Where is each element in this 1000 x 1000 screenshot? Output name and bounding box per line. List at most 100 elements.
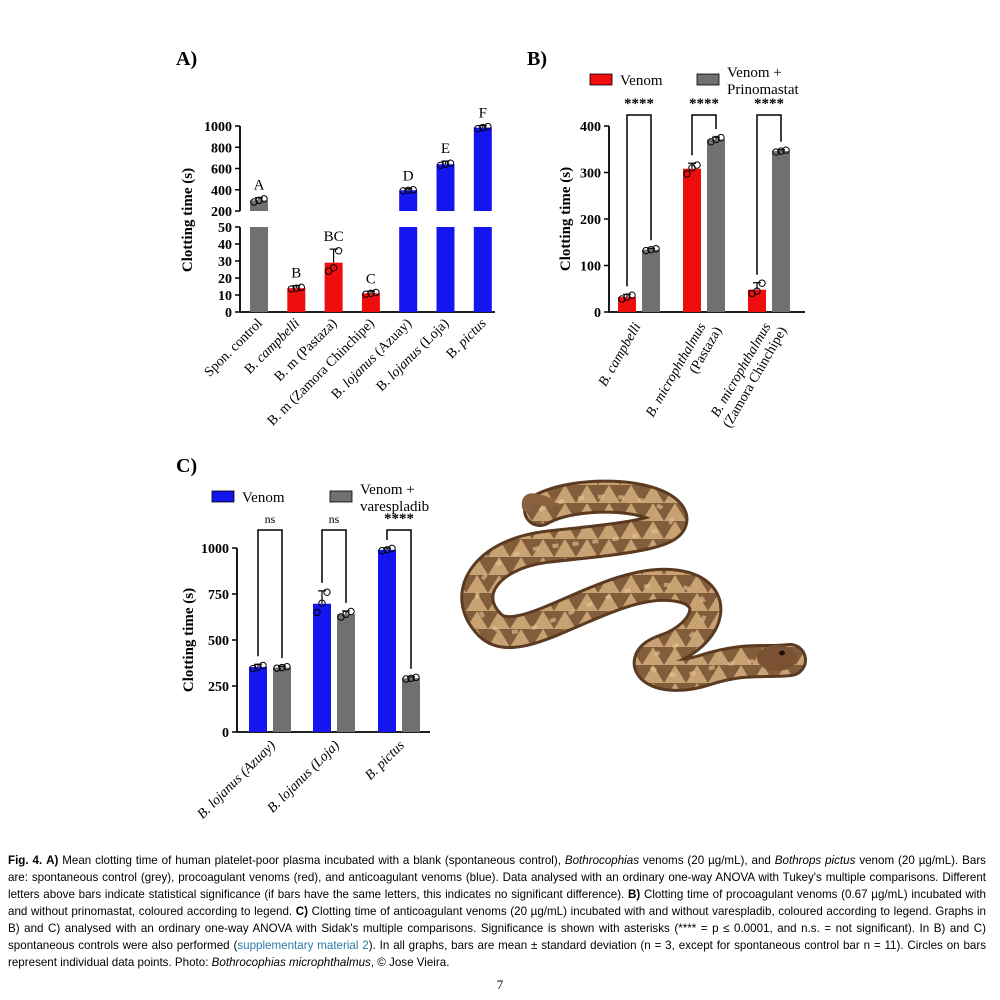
y-tick-label: 10 — [218, 289, 232, 304]
y-tick-label: 600 — [211, 163, 232, 178]
legend-label-inhibitor: varespladib — [360, 499, 429, 515]
data-point — [287, 285, 295, 293]
y-tick-label: 400 — [580, 120, 601, 135]
significance-bracket — [756, 114, 782, 275]
bar-blue — [249, 667, 267, 732]
figure-caption: Fig. 4. A) Mean clotting time of human p… — [8, 852, 986, 971]
bar-red — [618, 297, 636, 312]
x-tick-label: B. lojanus (Azuay) — [195, 738, 279, 822]
panel-c-chart: 0 250 500 750 1000 Clotting time (s) Venom Veno… — [181, 482, 430, 822]
data-point — [378, 547, 386, 555]
caption-fig-number: Fig. 4. — [8, 854, 43, 867]
caption-species2: Bothrocophias microphthalmus — [211, 956, 371, 969]
caption-c-label: C) — [295, 905, 309, 918]
panel-c: 0 250 500 750 1000 Clotting time (s) Venom Veno… — [0, 0, 520, 855]
y-tick-label: 200 — [580, 213, 601, 228]
data-point — [441, 160, 450, 168]
y-tick-label: 500 — [208, 634, 229, 649]
y-tick-label: 1000 — [201, 542, 229, 557]
caption-a-text3: venom (20 µg/mL). Bars are: spontaneous … — [8, 854, 986, 901]
data-point — [683, 170, 691, 178]
data-point — [329, 264, 338, 272]
significance-letter: BC — [324, 229, 344, 245]
data-point — [323, 588, 331, 596]
y-tick-label: 1000 — [204, 120, 232, 135]
data-point — [772, 148, 780, 156]
caption-a-text2: venoms (20 µg/mL), and — [639, 854, 775, 867]
y-tick-label: 750 — [208, 588, 229, 603]
significance-mark: **** — [689, 96, 719, 112]
data-point — [362, 290, 370, 298]
panel-a: 0 10 20 30 40 50 200 400 600 800 1000 Clotting time… — [0, 0, 520, 465]
legend-label-inhibitor: Venom + — [360, 482, 415, 498]
data-point — [399, 187, 407, 195]
y-tick-label: 250 — [208, 680, 229, 695]
bar-upper — [250, 200, 268, 211]
data-point — [347, 607, 355, 616]
data-point — [404, 186, 412, 194]
significance-mark: **** — [754, 96, 784, 112]
caption-species1: Bothrops pictus — [774, 854, 856, 867]
significance-bracket — [626, 114, 652, 287]
data-point — [652, 245, 660, 253]
bar-upper — [436, 164, 455, 211]
y-axis-title: Clotting time (s) — [181, 588, 197, 692]
bar-grey — [273, 667, 291, 732]
panel-a-label: A) — [176, 48, 198, 70]
data-point — [260, 195, 268, 203]
panel-c-label: C) — [176, 455, 198, 477]
bar — [324, 262, 343, 312]
y-tick-label: 20 — [218, 272, 232, 287]
legend-swatch-inhibitor — [696, 73, 720, 86]
significance-bracket — [386, 529, 412, 669]
snake-illustration — [460, 479, 807, 692]
supplementary-link[interactable]: supplementary material 2 — [237, 939, 369, 952]
bar-grey — [642, 249, 660, 312]
data-point — [402, 675, 410, 683]
data-point — [717, 133, 725, 142]
y-tick-label: 0 — [594, 306, 601, 321]
y-tick-label: 30 — [218, 255, 232, 270]
significance-letter: F — [479, 105, 487, 121]
data-point — [388, 544, 396, 553]
data-point — [324, 267, 333, 275]
bar-upper — [473, 127, 492, 211]
data-point — [623, 293, 631, 301]
significance-mark: ns — [265, 512, 276, 526]
bar-grey — [707, 139, 725, 312]
panel-b-chart: 0 100 200 300 400 Clotting time (s) Venom Venom… — [558, 65, 805, 431]
panel-b: 0 100 200 300 400 Clotting time (s) Venom Venom… — [0, 0, 1000, 465]
caption-c-text2: ). In all graphs, bars are mean ± standa… — [8, 939, 986, 969]
data-point — [334, 247, 343, 255]
bar-lower — [250, 227, 268, 312]
page-number: 7 — [496, 977, 504, 992]
data-point — [712, 135, 720, 144]
data-point — [446, 159, 455, 167]
significance-mark: ns — [329, 512, 340, 526]
legend-swatch-venom — [211, 490, 235, 503]
bar-lower — [473, 227, 492, 312]
data-point — [255, 196, 263, 205]
snake-photo — [455, 479, 807, 710]
x-tick-label: B. pictus — [363, 738, 409, 784]
y-tick-label: 0 — [222, 726, 229, 741]
y-tick-label: 100 — [580, 260, 601, 275]
data-point — [254, 663, 262, 671]
caption-c-text: Clotting time of anticoagulant venoms (2… — [8, 905, 986, 952]
caption-b-text: Clotting time of procoagulant venoms (0.… — [8, 888, 986, 918]
caption-genus: Bothrocophias — [564, 854, 639, 867]
bar-blue — [313, 603, 331, 732]
data-point — [250, 198, 258, 206]
caption-b-label: B) — [628, 888, 641, 901]
significance-letter: C — [366, 271, 376, 287]
bar-lower — [436, 227, 455, 312]
x-tick-label: B. campbelli — [596, 320, 644, 389]
data-point — [367, 289, 375, 297]
data-point — [642, 246, 650, 255]
significance-letter: D — [403, 169, 414, 185]
significance-bracket — [691, 114, 717, 156]
y-tick-label: 800 — [211, 141, 232, 156]
bar-grey — [772, 151, 790, 312]
data-point — [372, 288, 380, 297]
